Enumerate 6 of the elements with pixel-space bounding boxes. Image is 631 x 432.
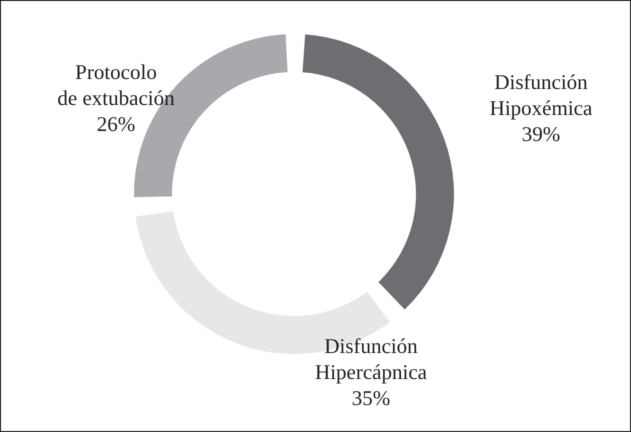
slice-label: Disfunción Hipoxémica xyxy=(490,70,593,120)
slice-label: Protocolo de extubación xyxy=(57,60,176,110)
slice-label: Disfunción Hipercápnica xyxy=(315,334,428,384)
data-label: 39% xyxy=(522,122,560,146)
data-label: 26% xyxy=(96,112,136,136)
data-label: 35% xyxy=(352,386,390,410)
